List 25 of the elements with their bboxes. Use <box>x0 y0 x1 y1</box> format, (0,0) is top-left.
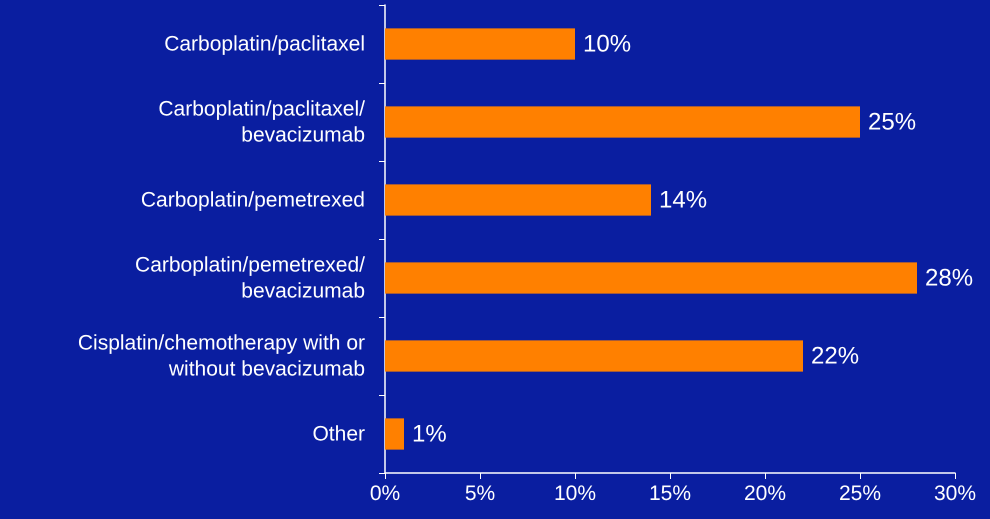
data-label: 14% <box>659 186 708 214</box>
bar <box>385 340 803 372</box>
data-label: 25% <box>868 108 916 136</box>
x-tick-label: 30% <box>934 482 976 505</box>
bar <box>385 106 860 138</box>
x-tick-label: 10% <box>554 482 596 505</box>
x-tick-label: 5% <box>464 482 496 505</box>
y-tick-label: Other <box>312 422 365 446</box>
y-tick-label: Carboplatin/pemetrexed/ bevacizumab <box>135 254 366 302</box>
x-tick-label: 0% <box>370 482 400 505</box>
y-tick-label: Cisplatin/chemotherapy with or without bevacizumab <box>78 332 365 380</box>
y-tick-label: Carboplatin/paclitaxel/ bevacizumab <box>158 98 366 146</box>
bar <box>385 28 575 60</box>
x-tick-label: 15% <box>648 482 692 505</box>
x-tick-label: 25% <box>838 482 882 505</box>
bar <box>385 418 404 450</box>
bar <box>385 184 651 216</box>
y-tick-label: Carboplatin/paclitaxel <box>164 32 365 56</box>
x-tick-label: 20% <box>744 482 786 505</box>
data-label: 1% <box>412 420 447 448</box>
data-label: 10% <box>583 30 632 58</box>
y-tick-label: Carboplatin/pemetrexed <box>140 188 365 212</box>
data-label: 28% <box>925 264 974 292</box>
bar <box>385 262 917 294</box>
data-label: 22% <box>811 342 860 370</box>
